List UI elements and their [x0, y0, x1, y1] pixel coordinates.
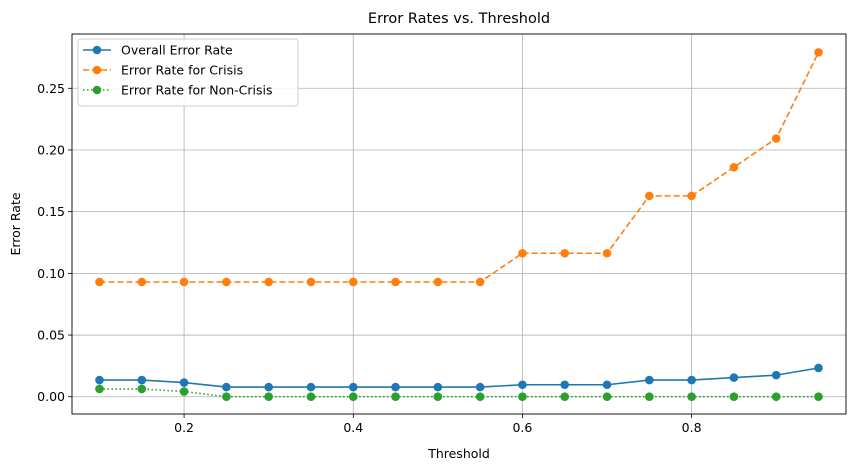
legend-entry: Overall Error Rate [83, 43, 233, 58]
data-point [306, 277, 316, 287]
data-point [222, 382, 231, 392]
data-point [560, 248, 570, 258]
data-point [95, 375, 104, 385]
data-point [433, 382, 443, 392]
y-tick-label: 0.20 [37, 142, 65, 157]
chart-title: Error Rates vs. Threshold [368, 11, 550, 27]
data-point [222, 392, 231, 402]
data-point [179, 277, 189, 287]
data-point [433, 277, 443, 287]
series-line [99, 52, 820, 283]
legend: Overall Error Rate Error Rate for Crisis E… [77, 38, 299, 107]
axis-ticks: 0.2 0.4 0.6 0.8 0.00 0.05 0.10 0.15 0.20 0.25 [37, 81, 701, 435]
data-point [137, 277, 147, 287]
data-point [264, 277, 273, 287]
x-tick-label: 0.6 [512, 420, 532, 435]
y-tick-label: 0.15 [37, 204, 65, 219]
x-axis-label: Threshold [427, 446, 490, 461]
data-point [306, 382, 316, 392]
series-2 [95, 48, 823, 287]
series-3 [95, 384, 823, 402]
data-point [95, 384, 104, 394]
data-point [518, 392, 527, 402]
data-point [518, 380, 527, 390]
legend-label: Error Rate for Crisis [121, 63, 243, 78]
data-point [814, 363, 823, 373]
legend-marker [92, 85, 102, 95]
legend-marker [92, 45, 102, 55]
data-point [348, 392, 358, 402]
y-axis-label: Error Rate [8, 192, 23, 255]
data-point [95, 277, 104, 287]
legend-entries: Overall Error Rate Error Rate for Crisis E… [83, 43, 273, 98]
data-point [264, 382, 273, 392]
data-point [222, 277, 231, 287]
data-point [391, 392, 400, 402]
data-point [137, 375, 147, 385]
data-point [348, 277, 358, 287]
data-point [475, 382, 485, 392]
legend-label: Error Rate for Non-Crisis [121, 83, 273, 98]
x-tick-label: 0.4 [343, 420, 363, 435]
data-point [771, 392, 781, 402]
data-point [602, 380, 612, 390]
legend-marker [92, 65, 102, 75]
y-tick-label: 0.10 [37, 266, 65, 281]
data-point [306, 392, 316, 402]
data-point [348, 382, 358, 392]
data-point [475, 392, 485, 402]
data-point [560, 392, 570, 402]
y-tick-label: 0.25 [37, 81, 65, 96]
legend-entry: Error Rate for Non-Crisis [83, 83, 273, 98]
data-point [179, 387, 189, 396]
data-point [687, 392, 696, 402]
data-point [645, 392, 654, 402]
data-point [771, 134, 781, 143]
series-layer [95, 48, 823, 402]
data-point [433, 392, 443, 402]
data-point [687, 191, 696, 201]
data-point [391, 382, 400, 392]
data-point [645, 375, 654, 385]
data-point [814, 48, 823, 57]
legend-label: Overall Error Rate [121, 43, 233, 58]
data-point [729, 162, 739, 172]
legend-box [77, 38, 299, 107]
x-tick-label: 0.8 [682, 420, 702, 435]
data-point [475, 277, 485, 287]
series-line [99, 367, 819, 388]
data-point [179, 378, 189, 387]
y-tick-label: 0.00 [37, 389, 65, 404]
data-point [602, 248, 612, 258]
data-point [729, 392, 739, 402]
x-tick-label: 0.2 [174, 420, 194, 435]
grid [72, 34, 846, 414]
data-point [518, 248, 527, 258]
plot-area-frame [71, 33, 847, 415]
data-point [771, 370, 781, 380]
data-point [602, 392, 612, 402]
data-point [560, 380, 570, 390]
data-point [264, 392, 273, 402]
data-point [391, 277, 400, 287]
data-point [814, 392, 823, 402]
series-line [99, 388, 819, 398]
data-point [645, 191, 654, 201]
legend-entry: Error Rate for Crisis [83, 63, 243, 78]
data-point [687, 375, 696, 385]
data-point [137, 384, 147, 394]
series-1 [95, 363, 823, 392]
y-tick-label: 0.05 [37, 328, 65, 343]
data-point [729, 373, 739, 382]
